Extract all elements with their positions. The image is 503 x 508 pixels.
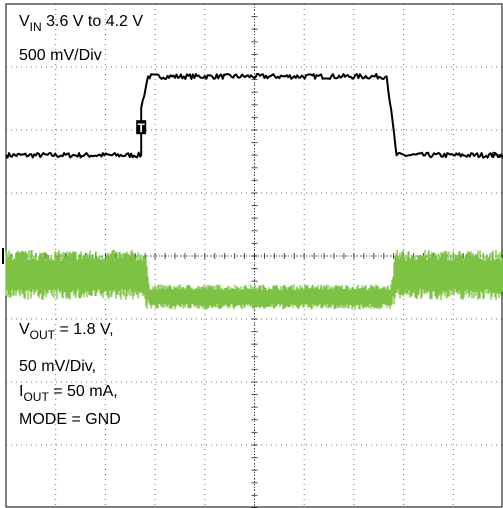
ground-reference-marker xyxy=(2,248,4,264)
vout-label: VOUT = 1.8 V, xyxy=(19,321,114,342)
trigger-level-marker: ← xyxy=(490,145,503,164)
vout-trace xyxy=(5,249,503,310)
trigger-marker-label: T xyxy=(138,121,146,135)
mode-label: MODE = GND xyxy=(19,411,121,428)
traces xyxy=(5,73,503,310)
iout-label: IOUT = 50 mA, xyxy=(19,383,118,404)
vin-scale-label: 500 mV/Div xyxy=(19,47,102,64)
vout-scale-label: 50 mV/Div, xyxy=(19,358,97,375)
vin-trace xyxy=(5,73,503,159)
markers: T← xyxy=(2,120,503,264)
trigger-marker-box xyxy=(136,120,147,135)
vin-label: VIN 3.6 V to 4.2 V xyxy=(19,13,144,34)
